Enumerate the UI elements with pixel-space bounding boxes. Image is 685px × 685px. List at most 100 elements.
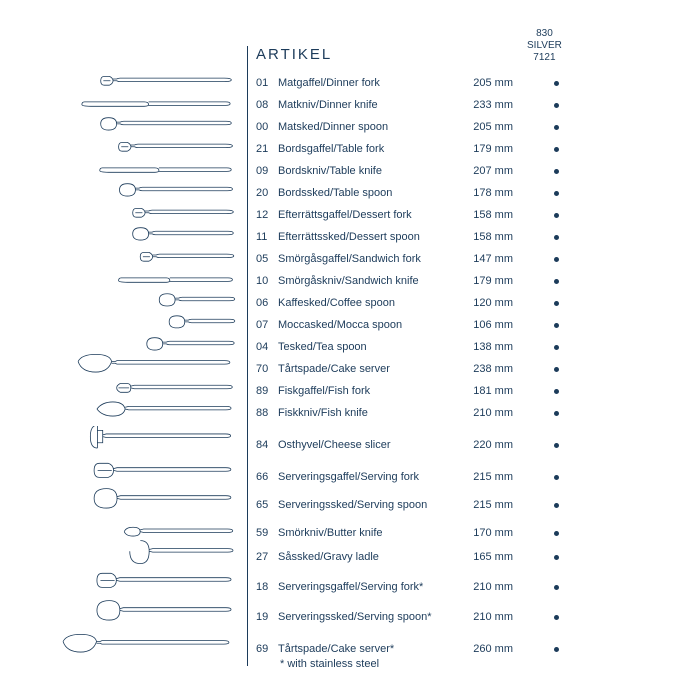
availability-dot [554,301,559,306]
availability-dot [554,279,559,284]
availability-dot [554,125,559,130]
item-name: Serveringssked/Serving spoon* [278,611,453,623]
item-size: 158 mm [453,209,513,221]
item-name: Smörkniv/Butter knife [278,527,453,539]
item-size: 233 mm [453,99,513,111]
utensil-servspoon-icon [88,598,240,628]
item-code: 20 [256,187,278,199]
availability-cell [513,121,571,133]
availability-cell [513,385,571,397]
availability-dot [554,323,559,328]
availability-dot [554,345,559,350]
availability-dot [554,367,559,372]
table-row: 06Kaffesked/Coffee spoon120 mm [256,292,571,314]
item-code: 84 [256,439,278,451]
item-size: 205 mm [453,121,513,133]
item-code: 05 [256,253,278,265]
item-code: 01 [256,77,278,89]
item-size: 205 mm [453,77,513,89]
availability-cell [513,551,571,563]
item-code: 89 [256,385,278,397]
table-row: 00Matsked/Dinner spoon205 mm [256,116,571,138]
item-size: 220 mm [453,439,513,451]
item-name: Serveringssked/Serving spoon [278,499,453,511]
table-row: 84Osthyvel/Cheese slicer220 mm [256,434,571,456]
item-size: 210 mm [453,407,513,419]
item-code: 08 [256,99,278,111]
footnote: * with stainless steel [280,658,379,670]
availability-dot [554,615,559,620]
item-name: Efterrättsgaffel/Dessert fork [278,209,453,221]
item-size: 165 mm [453,551,513,563]
table-row: 21Bordsgaffel/Table fork179 mm [256,138,571,160]
table-row: 08Matkniv/Dinner knife233 mm [256,94,571,116]
item-code: 21 [256,143,278,155]
availability-cell [513,275,571,287]
item-name: Osthyvel/Cheese slicer [278,439,453,451]
availability-dot [554,585,559,590]
item-name: Matsked/Dinner spoon [278,121,453,133]
item-size: 238 mm [453,363,513,375]
item-name: Bordsgaffel/Table fork [278,143,453,155]
availability-dot [554,213,559,218]
item-code: 19 [256,611,278,623]
item-size: 147 mm [453,253,513,265]
item-name: Smörgåsgaffel/Sandwich fork [278,253,453,265]
column-header-silver: 830 SILVER 7121 [527,28,562,64]
table-row: 09Bordskniv/Table knife207 mm [256,160,571,182]
item-name: Tårtspade/Cake server [278,363,453,375]
item-code: 07 [256,319,278,331]
item-name: Matgaffel/Dinner fork [278,77,453,89]
table-row: 88Fiskkniv/Fish knife210 mm [256,402,571,424]
availability-dot [554,169,559,174]
availability-dot [554,103,559,108]
availability-dot [554,257,559,262]
item-name: Bordskniv/Table knife [278,165,453,177]
availability-cell [513,319,571,331]
availability-dot [554,503,559,508]
availability-dot [554,555,559,560]
availability-cell [513,231,571,243]
item-size: 179 mm [453,275,513,287]
item-name: Serveringsgaffel/Serving fork* [278,581,453,593]
item-code: 65 [256,499,278,511]
item-size: 120 mm [453,297,513,309]
availability-cell [513,77,571,89]
table-row: 07Moccasked/Mocca spoon106 mm [256,314,571,336]
utensil-fishknife-icon [88,394,240,424]
availability-dot [554,235,559,240]
utensil-servfork-icon [88,568,240,598]
availability-dot [554,81,559,86]
item-size: 210 mm [453,611,513,623]
availability-dot [554,443,559,448]
table-row: 10Smörgåskniv/Sandwich knife179 mm [256,270,571,292]
item-size: 207 mm [453,165,513,177]
item-name: Serveringsgaffel/Serving fork [278,471,453,483]
availability-dot [554,411,559,416]
table-row: 11Efterrättssked/Dessert spoon158 mm [256,226,571,248]
item-code: 18 [256,581,278,593]
item-code: 59 [256,527,278,539]
item-code: 04 [256,341,278,353]
availability-cell [513,209,571,221]
item-size: 260 mm [453,643,513,655]
table-row: 01Matgaffel/Dinner fork205 mm [256,72,571,94]
table-row: 70Tårtspade/Cake server238 mm [256,358,571,380]
availability-cell [513,253,571,265]
availability-dot [554,389,559,394]
item-size: 138 mm [453,341,513,353]
availability-cell [513,581,571,593]
item-name: Bordssked/Table spoon [278,187,453,199]
table-row: 59Smörkniv/Butter knife170 mm [256,522,571,544]
availability-cell [513,611,571,623]
availability-dot [554,475,559,480]
item-size: 181 mm [453,385,513,397]
availability-cell [513,297,571,309]
utensil-servfork-icon [85,458,240,488]
availability-dot [554,147,559,152]
table-row: 66Serveringsgaffel/Serving fork215 mm [256,466,571,488]
item-code: 70 [256,363,278,375]
item-code: 10 [256,275,278,287]
item-code: 11 [256,231,278,243]
item-size: 210 mm [453,581,513,593]
